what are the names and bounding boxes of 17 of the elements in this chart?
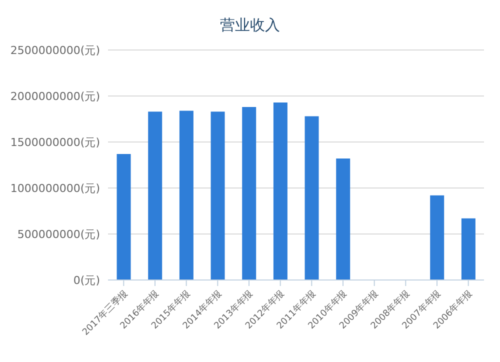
y-tick-label: 0(元): [73, 274, 100, 287]
bar: [461, 218, 476, 280]
y-tick-label: 1500000000(元): [10, 136, 100, 149]
bar: [273, 102, 288, 280]
bar: [116, 154, 131, 280]
bar: [148, 112, 162, 280]
bar: [304, 116, 319, 280]
bar: [242, 107, 256, 280]
bar: [179, 110, 194, 280]
bar: [336, 158, 350, 280]
y-tick-label: 1000000000(元): [10, 182, 100, 195]
y-tick-label: 2500000000(元): [10, 44, 100, 57]
bar: [210, 112, 225, 280]
y-tick-label: 500000000(元): [17, 228, 100, 241]
y-tick-label: 2000000000(元): [10, 90, 100, 103]
chart-title: 营业收入: [219, 15, 281, 36]
bar: [430, 195, 444, 280]
